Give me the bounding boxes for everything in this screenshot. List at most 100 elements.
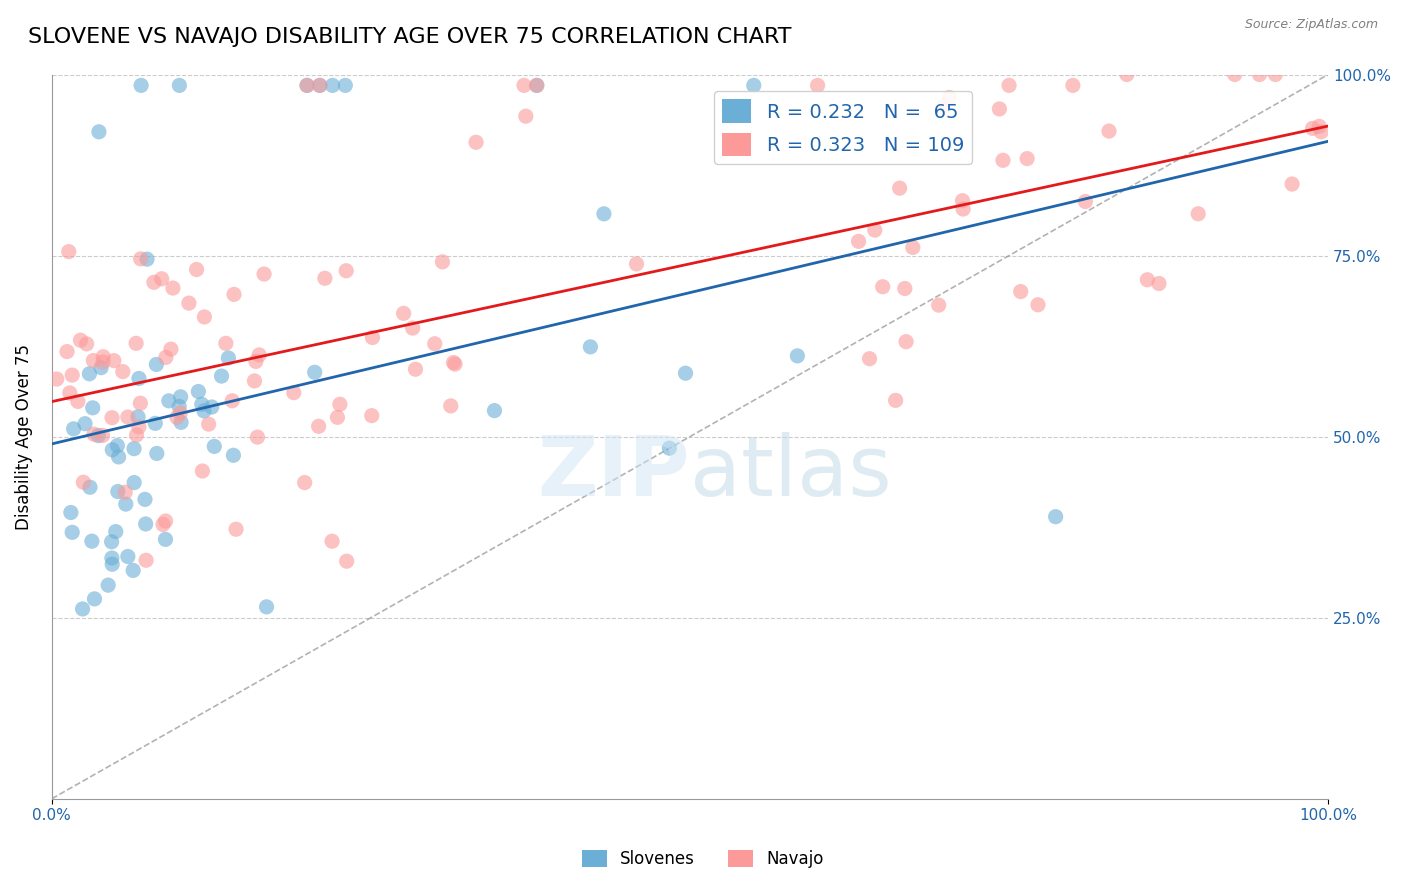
Slovenes [157, 393, 180, 408]
Navajo [193, 310, 215, 324]
Navajo [246, 430, 269, 444]
Slovenes [107, 450, 129, 464]
Navajo [335, 264, 357, 278]
Slovenes [128, 371, 150, 385]
Navajo [443, 355, 465, 369]
Slovenes [211, 369, 233, 384]
Navajo [60, 368, 83, 383]
Navajo [1223, 68, 1246, 82]
Navajo [221, 393, 243, 408]
Navajo [1136, 273, 1159, 287]
Navajo [329, 397, 352, 411]
Navajo [806, 78, 828, 93]
Navajo [392, 306, 415, 320]
Legend: R = 0.232   N =  65, R = 0.323   N = 109: R = 0.232 N = 65, R = 0.323 N = 109 [714, 92, 972, 164]
Slovenes [593, 207, 616, 221]
Navajo [91, 350, 114, 364]
Slovenes [83, 591, 105, 606]
Navajo [889, 181, 911, 195]
Slovenes [136, 252, 159, 267]
Navajo [150, 272, 173, 286]
Slovenes [114, 497, 136, 511]
Slovenes [105, 439, 128, 453]
Navajo [1010, 285, 1032, 299]
Navajo [103, 353, 125, 368]
Navajo [326, 410, 349, 425]
Legend: Slovenes, Navajo: Slovenes, Navajo [575, 843, 831, 875]
Navajo [125, 428, 148, 442]
Navajo [76, 337, 98, 351]
Navajo [863, 223, 886, 237]
Navajo [69, 333, 91, 347]
Slovenes [167, 400, 190, 414]
Navajo [142, 275, 165, 289]
Slovenes [62, 422, 84, 436]
Navajo [91, 428, 114, 442]
Navajo [432, 255, 454, 269]
Navajo [117, 410, 139, 425]
Slovenes [122, 475, 145, 490]
Navajo [952, 194, 974, 208]
Navajo [1062, 78, 1084, 93]
Navajo [901, 240, 924, 254]
Slovenes [484, 403, 506, 417]
Navajo [894, 334, 917, 349]
Navajo [243, 374, 266, 388]
Navajo [59, 386, 82, 401]
Navajo [1302, 121, 1324, 136]
Navajo [152, 517, 174, 532]
Navajo [848, 235, 870, 249]
Slovenes [146, 446, 169, 460]
Navajo [58, 244, 80, 259]
Text: atlas: atlas [690, 433, 891, 514]
Slovenes [169, 78, 191, 93]
Navajo [1281, 177, 1303, 191]
Navajo [83, 427, 105, 442]
Y-axis label: Disability Age Over 75: Disability Age Over 75 [15, 343, 32, 530]
Text: ZIP: ZIP [537, 433, 690, 514]
Navajo [111, 365, 134, 379]
Slovenes [79, 480, 101, 494]
Navajo [465, 136, 488, 150]
Navajo [129, 252, 152, 266]
Slovenes [145, 358, 167, 372]
Slovenes [742, 78, 765, 93]
Navajo [360, 409, 382, 423]
Slovenes [97, 578, 120, 592]
Navajo [513, 78, 536, 93]
Slovenes [122, 442, 145, 456]
Navajo [1147, 277, 1170, 291]
Navajo [405, 362, 427, 376]
Navajo [56, 344, 79, 359]
Navajo [295, 78, 318, 93]
Slovenes [107, 484, 129, 499]
Navajo [191, 464, 214, 478]
Navajo [160, 342, 183, 356]
Navajo [401, 321, 423, 335]
Slovenes [143, 417, 166, 431]
Slovenes [60, 525, 83, 540]
Navajo [129, 396, 152, 410]
Navajo [1026, 298, 1049, 312]
Slovenes [87, 428, 110, 442]
Navajo [82, 353, 104, 368]
Slovenes [72, 602, 94, 616]
Navajo [155, 514, 177, 528]
Slovenes [101, 442, 124, 457]
Slovenes [90, 360, 112, 375]
Navajo [245, 354, 267, 368]
Navajo [135, 553, 157, 567]
Navajo [440, 399, 463, 413]
Navajo [101, 410, 124, 425]
Slovenes [202, 439, 225, 453]
Navajo [932, 100, 955, 114]
Slovenes [193, 404, 215, 418]
Navajo [308, 419, 330, 434]
Slovenes [295, 78, 318, 93]
Slovenes [579, 340, 602, 354]
Navajo [247, 348, 270, 362]
Navajo [1098, 124, 1121, 138]
Navajo [988, 102, 1011, 116]
Text: SLOVENE VS NAVAJO DISABILITY AGE OVER 75 CORRELATION CHART: SLOVENE VS NAVAJO DISABILITY AGE OVER 75… [28, 27, 792, 46]
Slovenes [117, 549, 139, 564]
